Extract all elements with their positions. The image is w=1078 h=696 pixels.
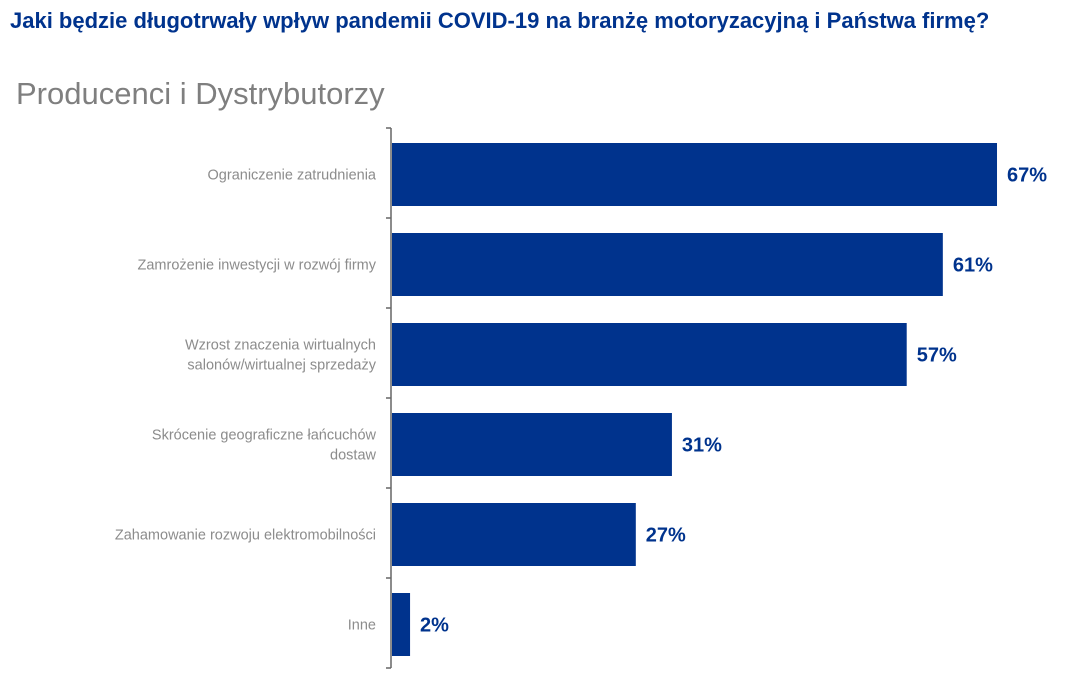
category-label-line: Zahamowanie rozwoju elektromobilności xyxy=(115,528,376,544)
bar xyxy=(392,593,411,656)
category-label: Zamrożenie inwestycji w rozwój firmy xyxy=(138,258,377,274)
category-label-line: Zamrożenie inwestycji w rozwój firmy xyxy=(138,258,377,274)
category-label: Inne xyxy=(348,618,376,634)
category-label-line: Ograniczenie zatrudnienia xyxy=(208,168,377,184)
category-label-line: dostaw xyxy=(330,448,376,464)
category-label: Skrócenie geograficzne łańcuchów dostaw xyxy=(152,428,377,464)
category-label-line: Inne xyxy=(348,618,376,634)
category-label-line: Wzrost znaczenia wirtualnych xyxy=(185,338,376,354)
data-label: 2% xyxy=(420,615,449,637)
category-label: Wzrost znaczenia wirtualnych salonów/wirt… xyxy=(185,338,377,374)
chart-title: Jaki będzie długotrwały wpływ pandemii C… xyxy=(10,8,990,33)
bar xyxy=(392,233,943,296)
bar xyxy=(392,503,636,566)
category-label-line: salonów/wirtualnej sprzedaży xyxy=(187,358,376,374)
category-label-line: Skrócenie geograficzne łańcuchów xyxy=(152,428,377,444)
data-label: 57% xyxy=(917,345,957,367)
data-label: 67% xyxy=(1007,165,1047,187)
data-label: 27% xyxy=(646,525,686,547)
bar xyxy=(392,143,998,206)
data-label: 31% xyxy=(682,435,722,457)
category-label: Ograniczenie zatrudnienia xyxy=(208,168,377,184)
chart-subtitle: Producenci i Dystrybutorzy xyxy=(16,76,385,111)
data-label: 61% xyxy=(953,255,993,277)
category-label: Zahamowanie rozwoju elektromobilności xyxy=(115,528,376,544)
bar xyxy=(392,413,672,476)
bar xyxy=(392,323,907,386)
